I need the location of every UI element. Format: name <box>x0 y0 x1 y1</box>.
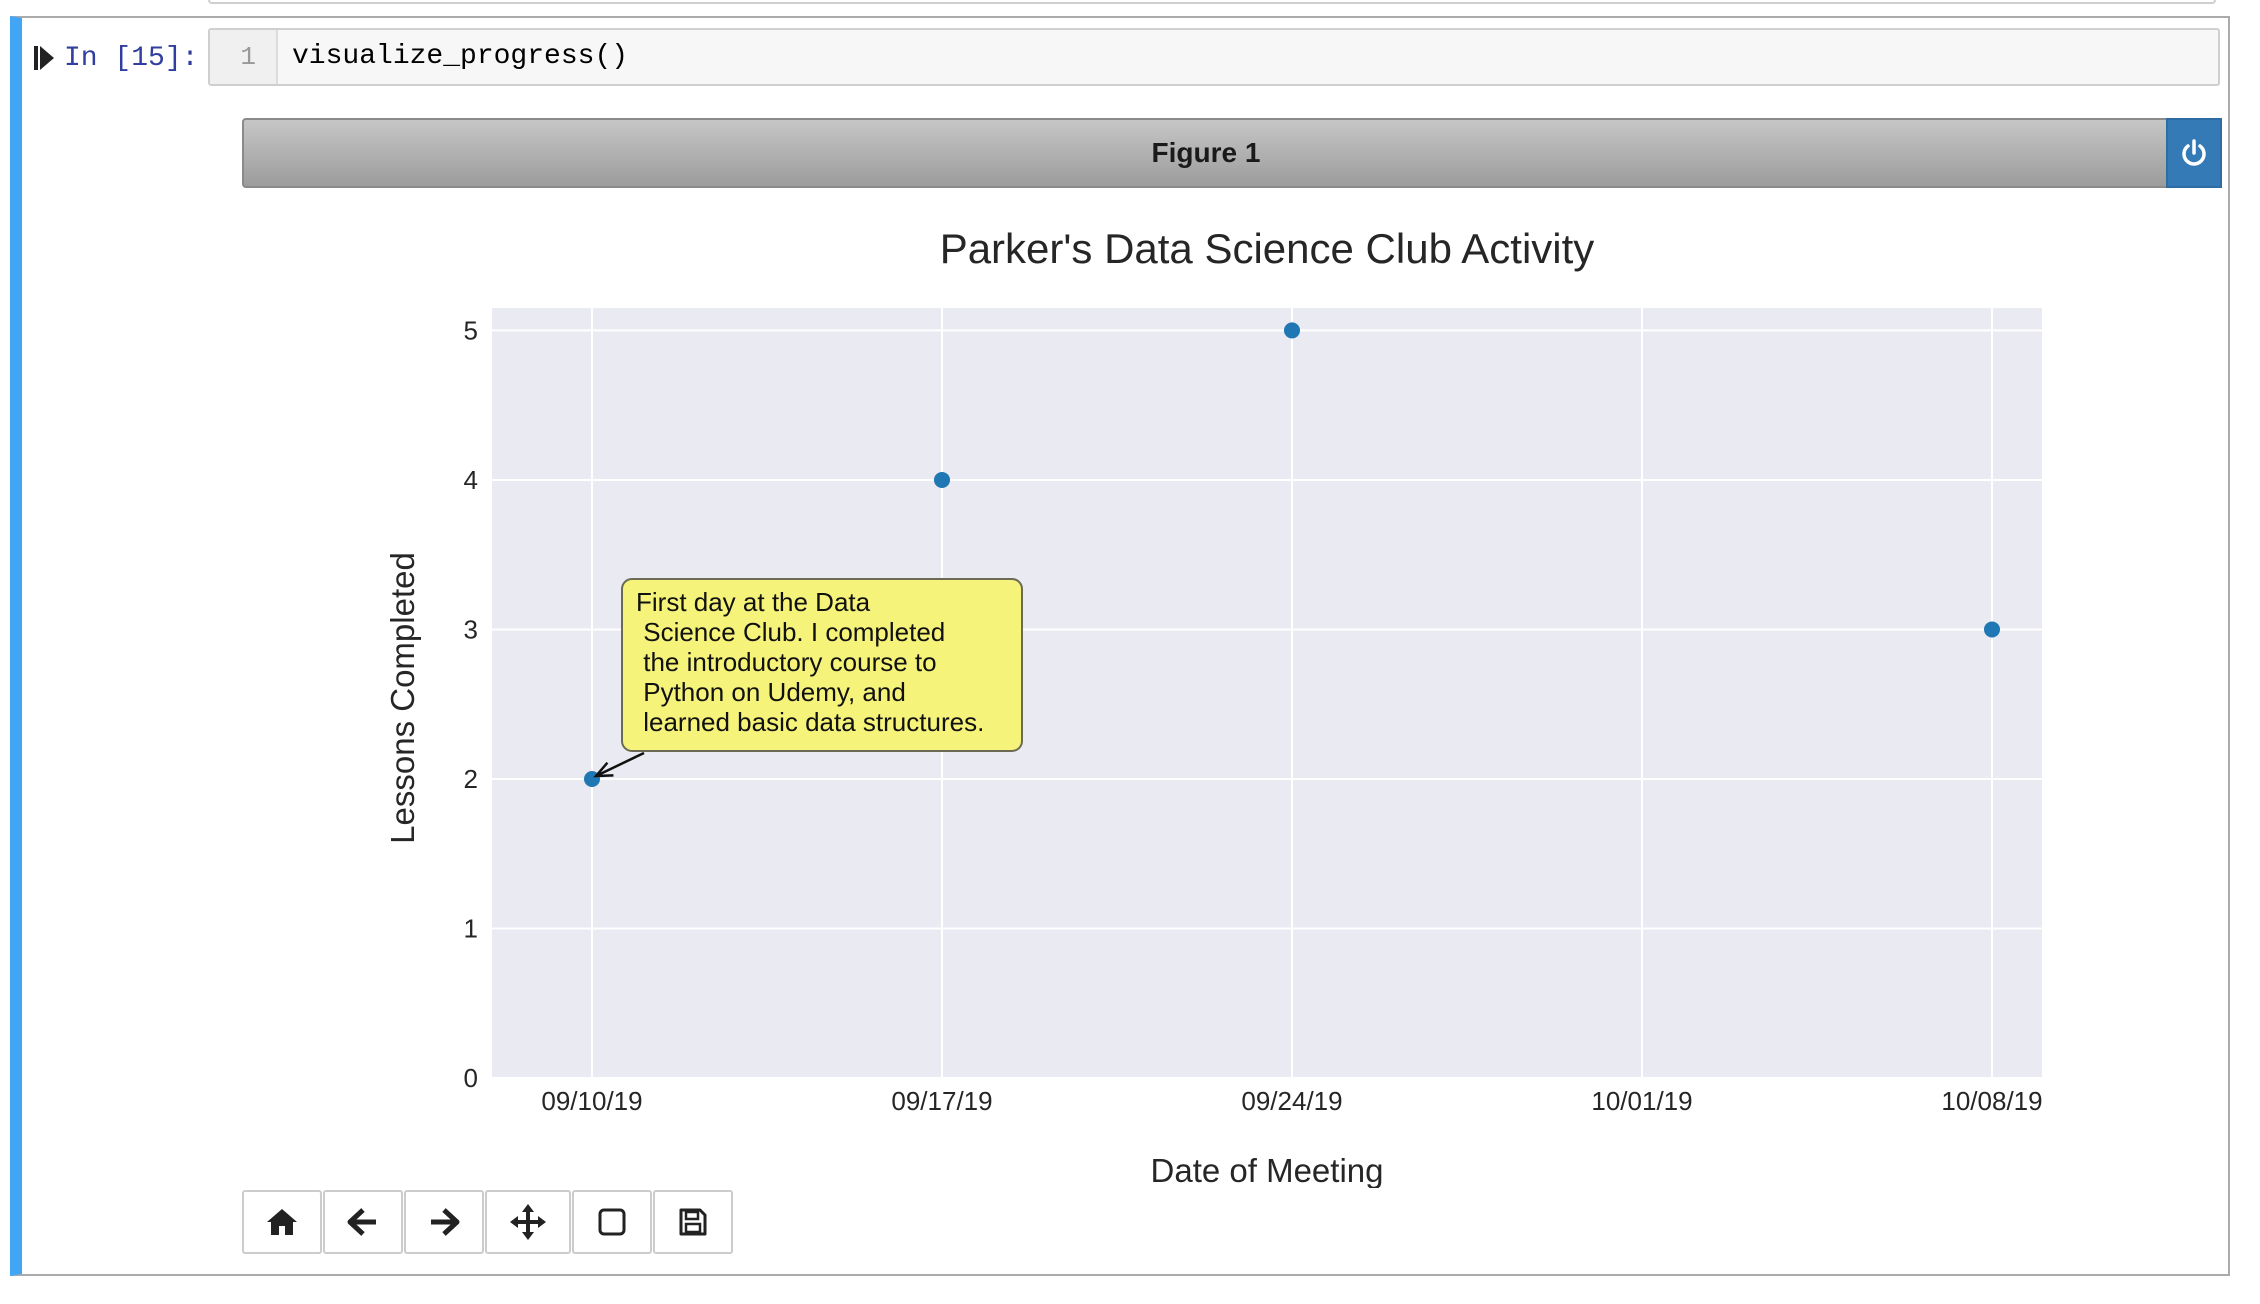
y-tick-label: 0 <box>464 1063 478 1093</box>
data-point <box>934 471 950 488</box>
input-prompt: In [15]: <box>34 38 198 78</box>
back-arrow-icon <box>347 1208 376 1236</box>
figure-title: Figure 1 <box>1151 137 1261 168</box>
scatter-chart: Parker's Data Science Club Activity 0 1 2 3 4… <box>384 225 2043 1189</box>
pan-button[interactable] <box>485 1190 571 1254</box>
annotation-line: Python on Udemy, and <box>636 677 906 707</box>
home-button[interactable] <box>242 1190 322 1254</box>
annotation-arrowhead <box>593 761 614 778</box>
annotation-line: First day at the Data <box>636 587 871 617</box>
zoom-rect-icon <box>598 1208 626 1236</box>
figure-header: Figure 1 <box>242 118 2222 188</box>
data-point <box>1984 621 2000 638</box>
save-button[interactable] <box>653 1190 733 1254</box>
annotation-line: Science Club. I completed <box>636 617 945 647</box>
code-editor[interactable]: 1 visualize_progress() <box>208 28 2220 86</box>
code-cell[interactable] <box>10 16 2230 1276</box>
y-tick-label: 1 <box>464 913 478 943</box>
x-tick-label: 09/24/19 <box>1241 1086 1342 1116</box>
x-tick-label: 10/01/19 <box>1591 1086 1692 1116</box>
y-axis-label: Lessons Completed <box>384 552 421 844</box>
x-axis-label: Date of Meeting <box>1151 1152 1384 1188</box>
forward-button[interactable] <box>404 1190 484 1254</box>
line-number: 1 <box>210 30 278 84</box>
y-tick-label: 5 <box>464 315 478 345</box>
power-icon <box>2182 139 2206 166</box>
annotation-box <box>621 577 1023 752</box>
run-cell-icon[interactable] <box>34 44 56 72</box>
forward-arrow-icon <box>431 1208 460 1236</box>
data-point <box>1284 322 1300 339</box>
x-tick-label: 10/08/19 <box>1941 1086 2042 1116</box>
previous-cell-edge <box>208 0 2216 4</box>
annotation-line: the introductory course to <box>636 647 937 677</box>
back-button[interactable] <box>323 1190 403 1254</box>
y-tick-label: 2 <box>464 764 478 794</box>
pan-icon <box>510 1204 546 1240</box>
save-icon <box>679 1208 707 1236</box>
figure-toolbar <box>242 1190 734 1256</box>
y-tick-label: 3 <box>464 614 478 644</box>
home-icon <box>267 1209 297 1235</box>
y-tick-label: 4 <box>464 465 478 495</box>
prompt-label: In [15]: <box>64 42 199 74</box>
close-figure-button[interactable] <box>2166 118 2222 188</box>
annotation-arrow <box>595 751 645 778</box>
zoom-rect-button[interactable] <box>572 1190 652 1254</box>
x-tick-label: 09/17/19 <box>891 1086 992 1116</box>
x-tick-label: 09/10/19 <box>541 1086 642 1116</box>
figure-canvas[interactable]: Parker's Data Science Club Activity 0 1 2 3 4… <box>242 188 2222 1189</box>
chart-title: Parker's Data Science Club Activity <box>940 225 1595 272</box>
code-line[interactable]: visualize_progress() <box>292 41 629 72</box>
annotation-line: learned basic data structures. <box>636 707 984 737</box>
